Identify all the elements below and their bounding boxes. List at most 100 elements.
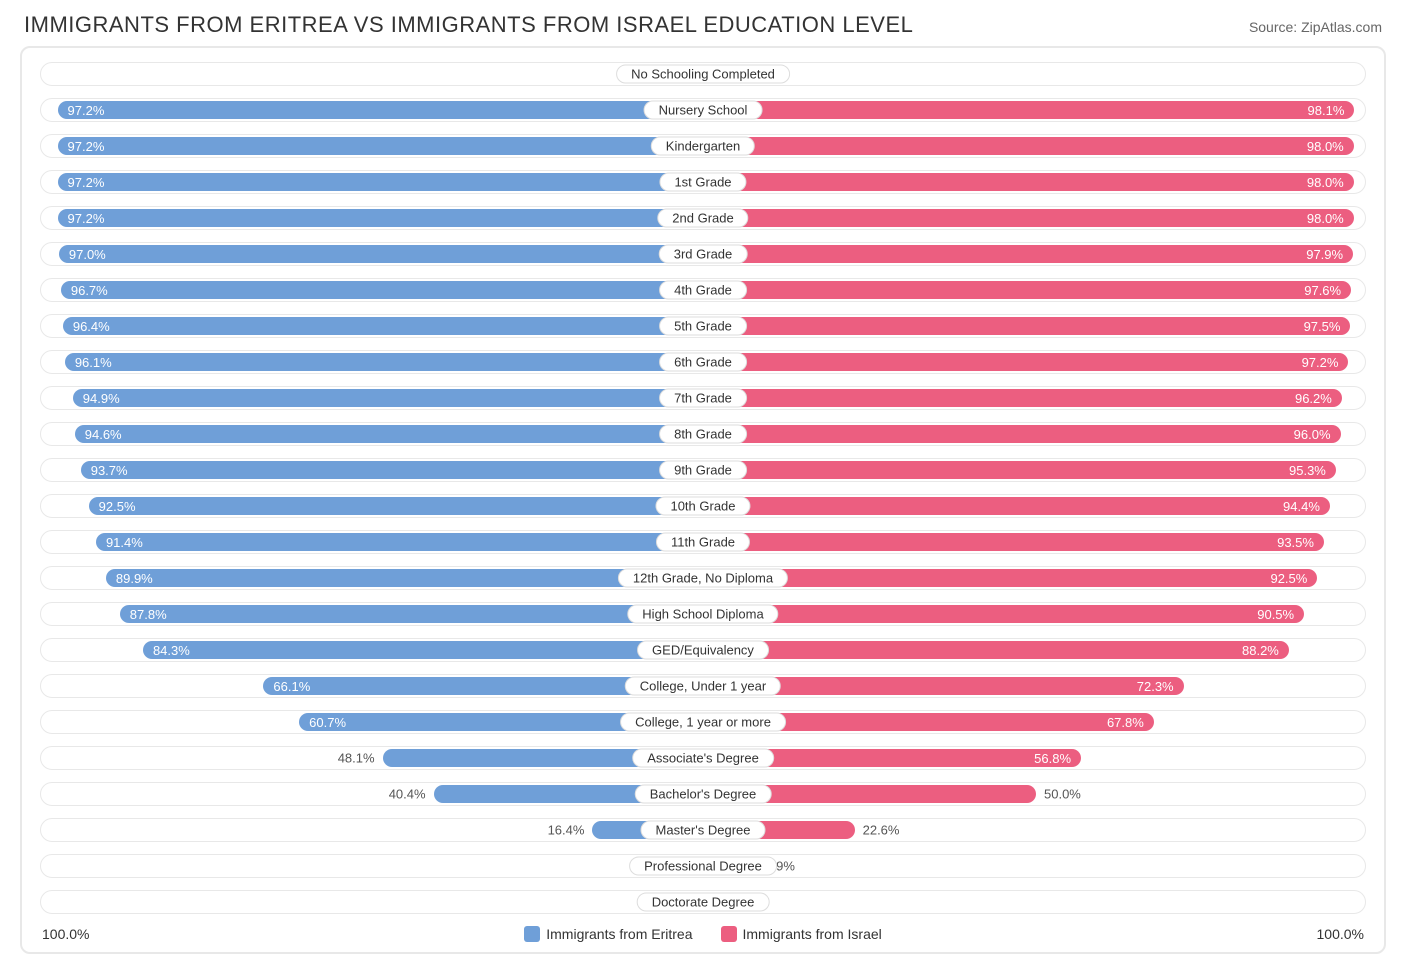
bar-value-right: 94.4% [1283, 499, 1320, 514]
category-label: Master's Degree [641, 821, 766, 840]
bar-value-left: 97.0% [69, 247, 106, 262]
bar-value-right: 97.6% [1304, 283, 1341, 298]
bar-value-right: 97.5% [1304, 319, 1341, 334]
category-label: No Schooling Completed [616, 65, 790, 84]
category-label: 3rd Grade [659, 245, 748, 264]
bar-value-left: 92.5% [99, 499, 136, 514]
bar-left: 96.7% [61, 281, 701, 299]
chart-row: 97.2% 98.0% Kindergarten [40, 134, 1366, 158]
bar-right: 96.0% [705, 425, 1341, 443]
category-label: 12th Grade, No Diploma [618, 569, 788, 588]
bar-left: 91.4% [96, 533, 701, 551]
category-label: Bachelor's Degree [635, 785, 772, 804]
bar-value-left: 40.4% [389, 787, 426, 802]
category-label: Doctorate Degree [637, 893, 770, 912]
category-label: 11th Grade [656, 533, 750, 552]
chart-row: 97.0% 97.9% 3rd Grade [40, 242, 1366, 266]
chart-row: 96.7% 97.6% 4th Grade [40, 278, 1366, 302]
bar-left: 92.5% [89, 497, 701, 515]
category-label: Nursery School [644, 101, 763, 120]
chart-footer: 100.0% Immigrants from Eritrea Immigrant… [40, 926, 1366, 942]
chart-row: 96.4%97.5%5th Grade [40, 314, 1366, 338]
source-link[interactable]: ZipAtlas.com [1301, 19, 1382, 35]
bar-value-left: 94.6% [85, 427, 122, 442]
chart-row: 91.4% 93.5% 11th Grade [40, 530, 1366, 554]
category-label: Kindergarten [651, 137, 755, 156]
chart-row: 40.4%50.0%Bachelor's Degree [40, 782, 1366, 806]
bar-value-right: 98.0% [1307, 175, 1344, 190]
legend-swatch-right [721, 926, 737, 942]
category-label: 9th Grade [659, 461, 747, 480]
category-label: 7th Grade [659, 389, 747, 408]
bar-value-left: 94.9% [83, 391, 120, 406]
axis-max-right: 100.0% [1317, 926, 1364, 942]
bar-value-right: 92.5% [1270, 571, 1307, 586]
bar-value-right: 93.5% [1277, 535, 1314, 550]
bar-left: 89.9% [106, 569, 701, 587]
category-label: 4th Grade [659, 281, 747, 300]
legend-label-left: Immigrants from Eritrea [546, 926, 692, 942]
source-prefix: Source: [1249, 19, 1301, 35]
bar-value-right: 96.2% [1295, 391, 1332, 406]
bar-left: 97.2% [58, 101, 701, 119]
chart-row: 66.1%72.3%College, Under 1 year [40, 674, 1366, 698]
bar-value-right: 97.2% [1302, 355, 1339, 370]
bar-value-right: 67.8% [1107, 715, 1144, 730]
legend-item-right: Immigrants from Israel [721, 926, 882, 942]
bar-value-left: 97.2% [68, 103, 105, 118]
bar-right: 98.0% [705, 209, 1354, 227]
category-label: GED/Equivalency [637, 641, 769, 660]
bar-value-right: 98.0% [1307, 139, 1344, 154]
bar-value-left: 93.7% [91, 463, 128, 478]
chart-row: 89.9% 92.5% 12th Grade, No Diploma [40, 566, 1366, 590]
category-label: College, Under 1 year [625, 677, 781, 696]
bar-value-left: 87.8% [130, 607, 167, 622]
bar-value-left: 16.4% [548, 823, 585, 838]
bar-right: 98.0% [705, 173, 1354, 191]
bar-left: 94.9% [73, 389, 701, 407]
chart-row: 87.8%90.5%High School Diploma [40, 602, 1366, 626]
bar-left: 96.1% [65, 353, 701, 371]
bar-left: 97.2% [58, 209, 701, 227]
category-label: 2nd Grade [657, 209, 748, 228]
bar-value-left: 96.4% [73, 319, 110, 334]
bar-left: 94.6% [75, 425, 701, 443]
chart-row: 96.1%97.2%6th Grade [40, 350, 1366, 374]
bar-right: 96.2% [705, 389, 1342, 407]
chart-row: 16.4%22.6%Master's Degree [40, 818, 1366, 842]
chart-row: 2.1%3.0%Doctorate Degree [40, 890, 1366, 914]
bar-left: 97.2% [58, 173, 701, 191]
chart-rows: 2.8%2.0%No Schooling Completed97.2%98.1%… [40, 62, 1366, 914]
bar-right: 97.5% [705, 317, 1350, 335]
chart-row: 94.6% 96.0%8th Grade [40, 422, 1366, 446]
bar-value-right: 88.2% [1242, 643, 1279, 658]
page-title: IMMIGRANTS FROM ERITREA VS IMMIGRANTS FR… [24, 12, 913, 38]
category-label: Professional Degree [629, 857, 777, 876]
chart-container: 2.8%2.0%No Schooling Completed97.2%98.1%… [20, 46, 1386, 954]
category-label: 8th Grade [659, 425, 747, 444]
bar-value-right: 98.0% [1307, 211, 1344, 226]
chart-row: 97.2% 98.1%Nursery School [40, 98, 1366, 122]
category-label: 1st Grade [659, 173, 746, 192]
category-label: College, 1 year or more [620, 713, 786, 732]
bar-right: 98.1% [705, 101, 1354, 119]
bar-value-left: 60.7% [309, 715, 346, 730]
chart-row: 97.2% 98.0% 2nd Grade [40, 206, 1366, 230]
bar-value-left: 91.4% [106, 535, 143, 550]
bar-right: 97.9% [705, 245, 1353, 263]
bar-left: 93.7% [81, 461, 701, 479]
bar-left: 97.2% [58, 137, 701, 155]
bar-value-left: 97.2% [68, 211, 105, 226]
bar-left: 87.8% [120, 605, 701, 623]
bar-right: 90.5% [705, 605, 1304, 623]
bar-right: 98.0% [705, 137, 1354, 155]
legend: Immigrants from Eritrea Immigrants from … [524, 926, 882, 942]
category-label: Associate's Degree [632, 749, 774, 768]
bar-right: 94.4% [705, 497, 1330, 515]
header: IMMIGRANTS FROM ERITREA VS IMMIGRANTS FR… [20, 12, 1386, 38]
bar-value-right: 97.9% [1306, 247, 1343, 262]
bar-right: 97.6% [705, 281, 1351, 299]
chart-row: 4.8%7.9%Professional Degree [40, 854, 1366, 878]
chart-row: 92.5%94.4%10th Grade [40, 494, 1366, 518]
bar-right: 93.5% [705, 533, 1324, 551]
